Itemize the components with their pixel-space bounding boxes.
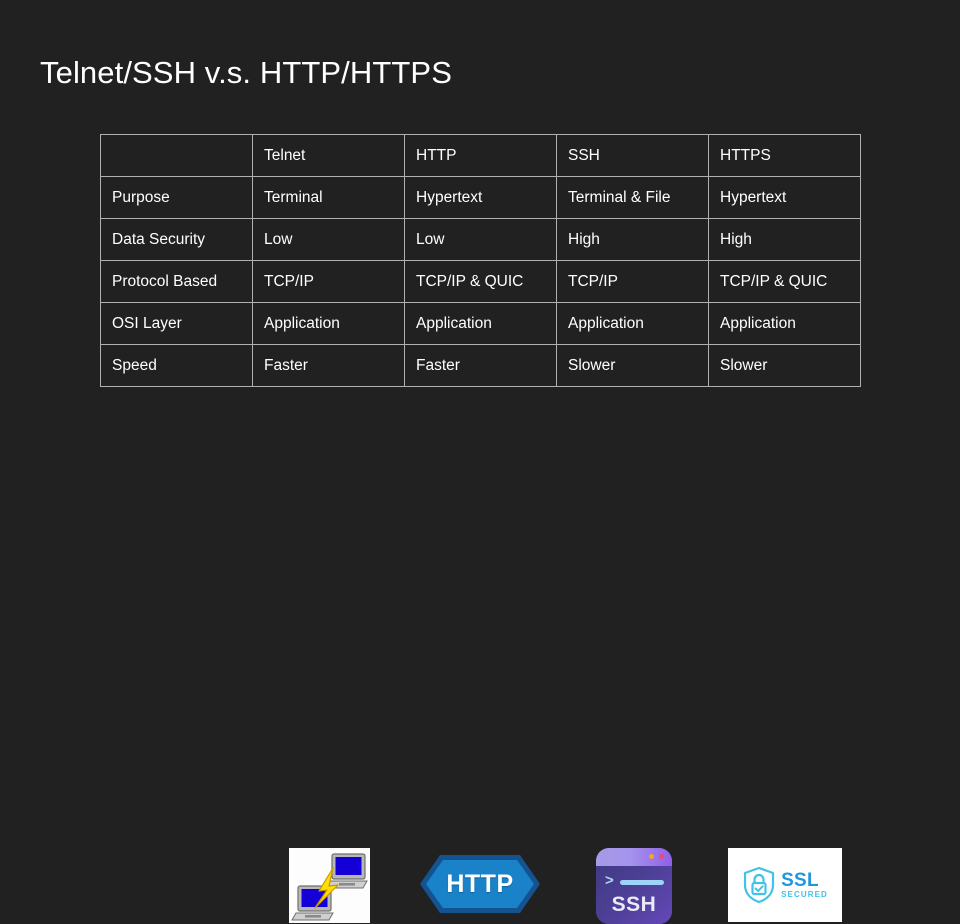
ssl-secured-logo: SSL SECURED xyxy=(728,848,842,922)
cell-speed-ssh: Slower xyxy=(556,344,709,387)
row-label-osi-layer: OSI Layer xyxy=(100,302,253,345)
table-header-row: Telnet HTTP SSH HTTPS xyxy=(100,134,861,177)
ssl-logo-wordmark: SSL SECURED xyxy=(781,871,828,899)
table-header-https: HTTPS xyxy=(708,134,861,177)
cell-protocol-based-telnet: TCP/IP xyxy=(252,260,405,303)
cell-osi-layer-http: Application xyxy=(404,302,557,345)
cell-data-security-telnet: Low xyxy=(252,218,405,261)
table-header-ssh: SSH xyxy=(556,134,709,177)
logo-strip: HTTP > SSH SSL SECURED xyxy=(0,420,960,924)
cell-speed-https: Slower xyxy=(708,344,861,387)
cell-speed-http: Faster xyxy=(404,344,557,387)
page-title: Telnet/SSH v.s. HTTP/HTTPS xyxy=(40,55,452,90)
cell-protocol-based-http: TCP/IP & QUIC xyxy=(404,260,557,303)
table-row: OSI Layer Application Application Applic… xyxy=(100,302,861,345)
cell-purpose-ssh: Terminal & File xyxy=(556,176,709,219)
two-computers-lightning-icon xyxy=(289,848,370,923)
table-row: Purpose Terminal Hypertext Terminal & Fi… xyxy=(100,176,861,219)
cell-protocol-based-ssh: TCP/IP xyxy=(556,260,709,303)
http-logo: HTTP xyxy=(418,854,542,914)
cell-speed-telnet: Faster xyxy=(252,344,405,387)
table-header-telnet: Telnet xyxy=(252,134,405,177)
cell-data-security-https: High xyxy=(708,218,861,261)
cell-purpose-telnet: Terminal xyxy=(252,176,405,219)
ssl-logo-label: SSL xyxy=(781,870,819,891)
row-label-purpose: Purpose xyxy=(100,176,253,219)
window-dot-red-icon xyxy=(659,854,664,859)
cell-data-security-ssh: High xyxy=(556,218,709,261)
row-label-speed: Speed xyxy=(100,344,253,387)
telnet-putty-logo xyxy=(289,848,370,923)
terminal-prompt-chevron-icon: > xyxy=(605,872,614,889)
http-logo-label: HTTP xyxy=(446,869,514,898)
row-label-data-security: Data Security xyxy=(100,218,253,261)
ssl-logo-sublabel: SECURED xyxy=(781,890,828,899)
terminal-command-line-icon xyxy=(620,880,664,885)
cell-osi-layer-telnet: Application xyxy=(252,302,405,345)
cell-protocol-based-https: TCP/IP & QUIC xyxy=(708,260,861,303)
table-header-corner xyxy=(100,134,253,177)
ssh-titlebar xyxy=(596,848,672,866)
comparison-table: Telnet HTTP SSH HTTPS Purpose Terminal H… xyxy=(100,134,861,387)
table-row: Data Security Low Low High High xyxy=(100,218,861,261)
table-row: Speed Faster Faster Slower Slower xyxy=(100,344,861,387)
window-dot-orange-icon xyxy=(649,854,654,859)
cell-osi-layer-ssh: Application xyxy=(556,302,709,345)
cell-data-security-http: Low xyxy=(404,218,557,261)
table-row: Protocol Based TCP/IP TCP/IP & QUIC TCP/… xyxy=(100,260,861,303)
row-label-protocol-based: Protocol Based xyxy=(100,260,253,303)
cell-purpose-https: Hypertext xyxy=(708,176,861,219)
shield-lock-check-icon xyxy=(742,866,776,904)
ssh-logo: > SSH xyxy=(596,848,672,924)
table-header-http: HTTP xyxy=(404,134,557,177)
ssh-logo-label: SSH xyxy=(611,893,657,916)
cell-osi-layer-https: Application xyxy=(708,302,861,345)
cell-purpose-http: Hypertext xyxy=(404,176,557,219)
